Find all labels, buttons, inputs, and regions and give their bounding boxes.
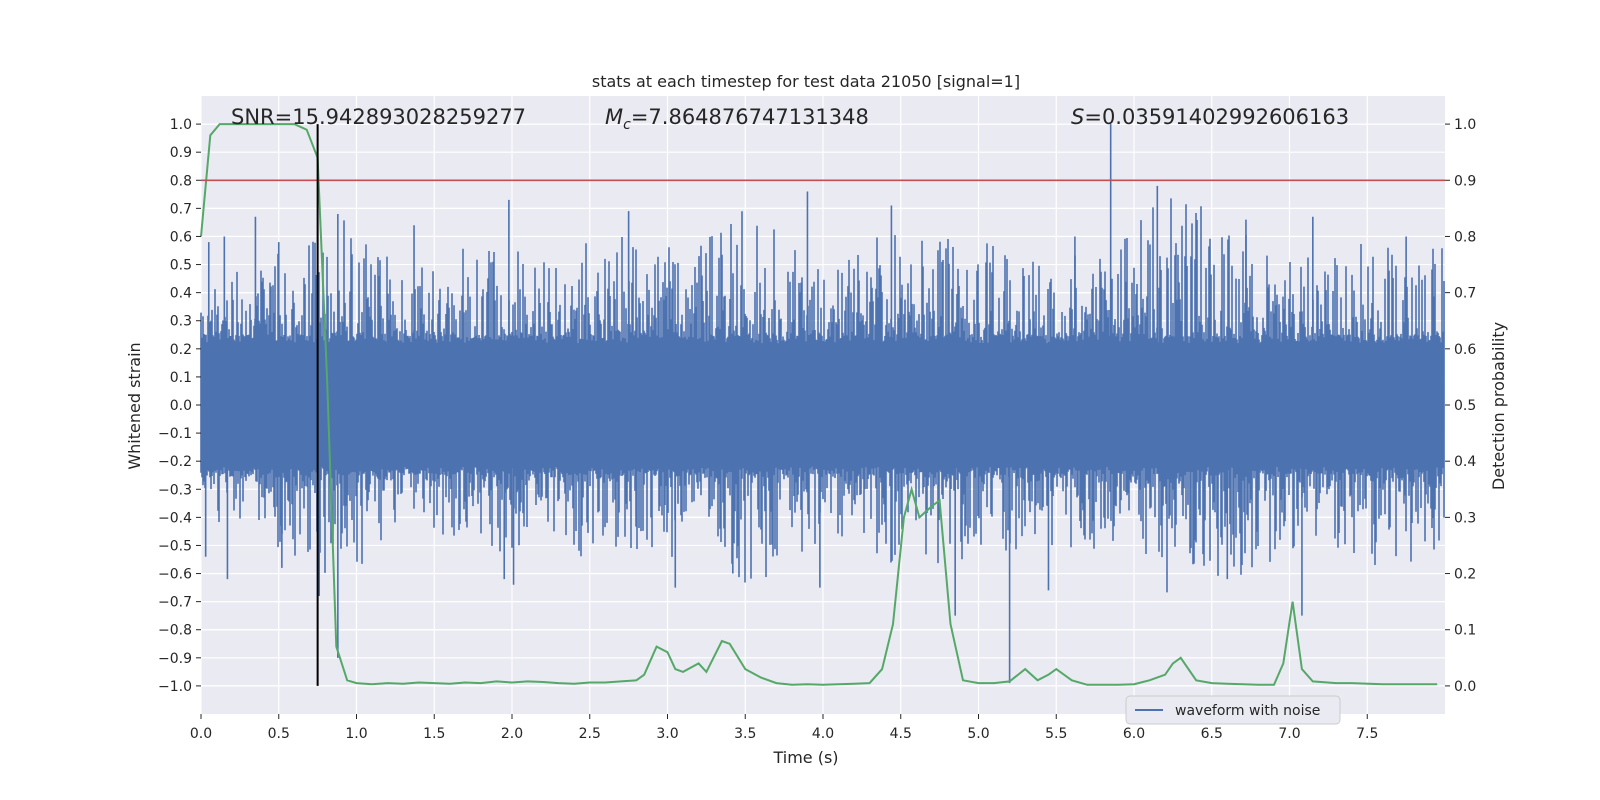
probability-line [200, 123, 1438, 686]
y-tick-label: −0.4 [158, 510, 192, 526]
y-right-tick-label: 1.0 [1454, 117, 1476, 133]
waveform-series [200, 124, 1445, 684]
y-right-axis-label: Detection probability [1489, 322, 1508, 490]
y-tick-label: 0.6 [170, 229, 192, 245]
y-tick-label: 0.8 [170, 173, 192, 189]
x-tick-label: 7.0 [1278, 726, 1300, 742]
y-tick-label: −0.7 [158, 595, 192, 611]
x-axis-label: Time (s) [772, 748, 838, 767]
y-right-tick-label: 0.6 [1454, 342, 1476, 358]
y-right-tick-label: 0.1 [1454, 623, 1476, 639]
s-annotation: S=0.03591402992606163 [1071, 105, 1349, 129]
waveform-band [200, 198, 1445, 593]
x-tick-label: 2.0 [501, 726, 523, 742]
y-tick-label: 0.5 [170, 258, 192, 274]
y-tick-label: 0.1 [170, 370, 192, 386]
y-tick-label: 0.0 [170, 398, 192, 414]
x-tick-label: 1.5 [423, 726, 445, 742]
y-tick-label: −0.5 [158, 538, 192, 554]
x-tick-label: 6.0 [1123, 726, 1145, 742]
y-right-axis-ticks: 1.0 0.9 0.8 0.7 0.6 0.5 0.4 0.3 0.2 0.1 0.0 [1445, 117, 1476, 695]
y-tick-label: 0.3 [170, 314, 192, 330]
y-tick-label: −0.3 [158, 482, 192, 498]
y-tick-label: 0.7 [170, 201, 192, 217]
x-tick-label: 7.5 [1356, 726, 1378, 742]
y-tick-label: −1.0 [158, 679, 192, 695]
legend: waveform with noise [1125, 695, 1341, 725]
x-tick-label: 4.0 [812, 726, 834, 742]
x-tick-label: 0.5 [268, 726, 290, 742]
legend-label: waveform with noise [1175, 703, 1320, 719]
s-symbol: S [1071, 105, 1084, 129]
y-right-tick-label: 0.4 [1454, 454, 1476, 470]
y-tick-label: −0.2 [158, 454, 192, 470]
y-tick-label: 0.4 [170, 286, 192, 302]
x-tick-label: 1.0 [345, 726, 367, 742]
y-tick-label: 0.9 [170, 145, 192, 161]
x-tick-label: 4.5 [890, 726, 912, 742]
y-tick-label: −0.8 [158, 623, 192, 639]
snr-annotation: SNR=15.942893028259277 [231, 105, 526, 129]
x-tick-label: 5.5 [1045, 726, 1067, 742]
chart-title: stats at each timestep for test data 210… [592, 72, 1020, 91]
probability-series [200, 123, 1438, 686]
x-tick-label: 6.5 [1201, 726, 1223, 742]
mc-subscript: c [623, 117, 631, 133]
mc-value: =7.864876747131348 [631, 105, 869, 129]
y-right-tick-label: 0.8 [1454, 229, 1476, 245]
x-tick-label: 5.0 [967, 726, 989, 742]
y-right-tick-label: 0.5 [1454, 398, 1476, 414]
s-value: =0.03591402992606163 [1084, 105, 1349, 129]
mc-symbol: M [605, 105, 623, 129]
x-tick-label: 3.0 [656, 726, 678, 742]
y-right-tick-label: 0.7 [1454, 286, 1476, 302]
mc-annotation: Mc=7.864876747131348 [605, 105, 869, 133]
y-right-tick-label: 0.0 [1454, 679, 1476, 695]
y-tick-label: 0.2 [170, 342, 192, 358]
y-tick-label: −0.1 [158, 426, 192, 442]
y-tick-label: −0.6 [158, 567, 192, 583]
x-tick-label: 2.5 [579, 726, 601, 742]
y-tick-label: −0.9 [158, 651, 192, 667]
y-axis-label: Whitened strain [125, 342, 144, 469]
x-tick-label: 0.0 [190, 726, 212, 742]
y-right-tick-label: 0.2 [1454, 567, 1476, 583]
y-right-tick-label: 0.9 [1454, 173, 1476, 189]
y-right-tick-label: 0.3 [1454, 510, 1476, 526]
x-tick-label: 3.5 [734, 726, 756, 742]
y-axis-ticks: 1.0 0.9 0.8 0.7 0.6 0.5 0.4 0.3 0.2 0.1 0.0 −0.1 −0.… [158, 117, 201, 695]
y-tick-label: 1.0 [170, 117, 192, 133]
legend-box [1125, 695, 1341, 725]
